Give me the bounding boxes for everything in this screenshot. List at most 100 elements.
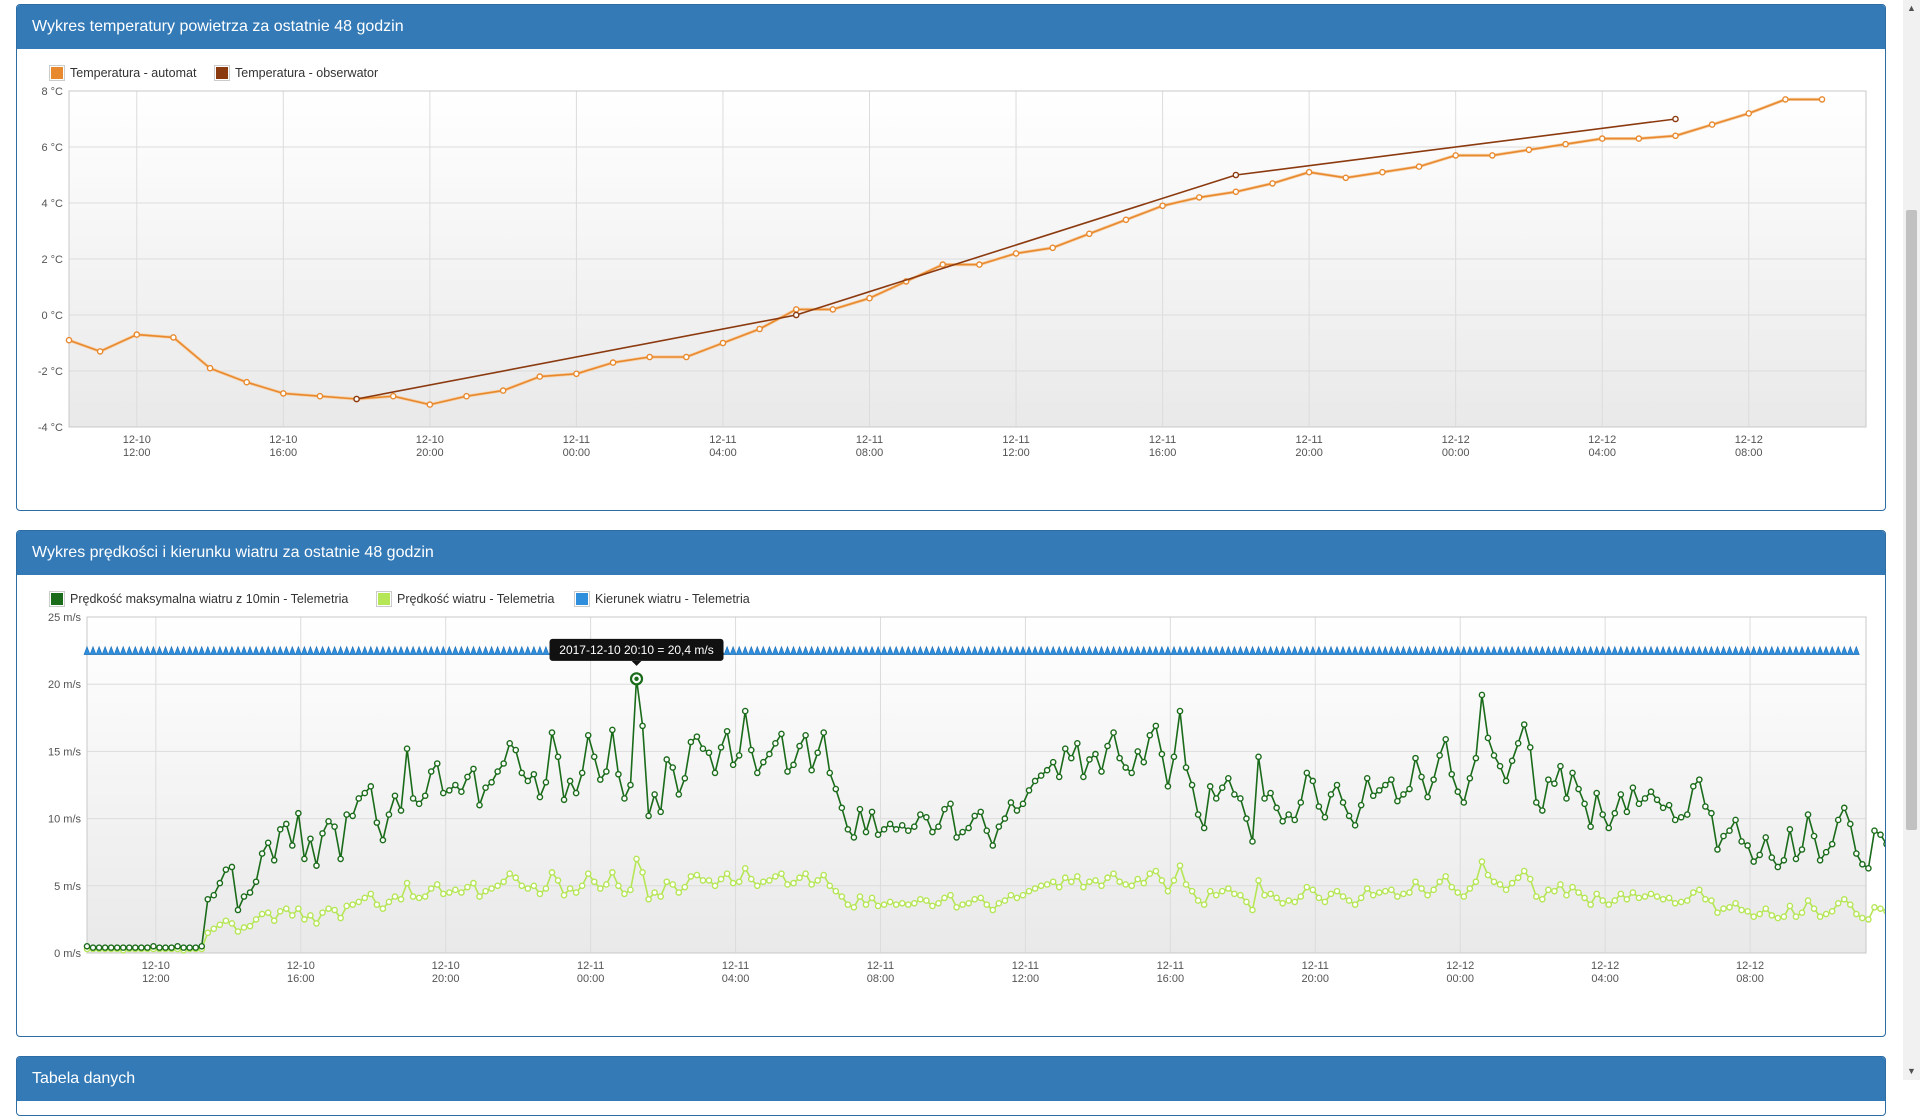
wind-direction-marker	[1321, 645, 1329, 655]
wind-x-tick-date: 12-10	[142, 960, 170, 972]
scrollbar-thumb[interactable]	[1906, 210, 1917, 830]
wind-max-point	[977, 808, 985, 816]
wind-speed-point	[464, 883, 471, 891]
wind-max-point	[729, 761, 737, 769]
wind-speed-point	[379, 905, 387, 912]
wind-direction-marker	[928, 645, 936, 655]
wind-speed-point	[1164, 887, 1172, 895]
wind-max-point	[681, 774, 689, 782]
wind-max-point	[1877, 831, 1884, 839]
wind-direction-marker	[898, 645, 906, 655]
wind-max-point	[307, 835, 314, 843]
wind-direction-marker	[765, 645, 773, 655]
wind-max-point	[584, 731, 592, 739]
wind-direction-marker	[1478, 645, 1486, 655]
wind-direction-marker	[1140, 645, 1148, 655]
wind-speed-point	[1043, 881, 1051, 888]
wind-direction-marker	[820, 645, 828, 655]
wind-max-point	[192, 944, 199, 951]
wind-direction-marker	[463, 645, 471, 655]
wind-direction-marker	[1176, 645, 1184, 655]
wind-max-point	[1726, 827, 1733, 834]
wind-speed-point	[1508, 879, 1516, 887]
wind-max-point	[397, 807, 405, 814]
wind-speed-point	[717, 875, 725, 883]
wind-y-tick-label: 25 m/s	[48, 612, 82, 624]
wind-max-point	[1780, 856, 1788, 864]
wind-speed-point	[1412, 878, 1419, 886]
wind-max-point	[1110, 729, 1117, 736]
legend-item-wind-speed[interactable]: Prędkość wiatru - Telemetria	[376, 591, 554, 607]
temp-automat-point	[1562, 140, 1569, 148]
wind-speed-point	[753, 882, 761, 890]
wind-speed-point	[325, 905, 332, 912]
temp-automat-point	[792, 306, 800, 313]
wind-max-point	[1641, 795, 1649, 802]
wind-max-point	[1804, 811, 1812, 818]
wind-max-point	[1164, 783, 1172, 790]
wind-direction-marker	[451, 645, 459, 655]
wind-max-point	[476, 801, 483, 809]
temp-automat-point	[939, 261, 947, 268]
wind-speed-point	[367, 890, 375, 898]
temp-x-tick-date: 12-12	[1735, 434, 1763, 446]
temperature-panel: Wykres temperatury powietrza za ostatnie…	[16, 4, 1886, 511]
wind-max-point	[929, 828, 936, 836]
wind-max-point	[391, 792, 399, 800]
wind-direction-marker	[1158, 645, 1166, 655]
wind-speed-point	[1689, 889, 1697, 896]
wind-direction-marker	[1701, 645, 1709, 655]
wind-speed-point	[446, 889, 453, 896]
wind-direction-marker	[113, 645, 121, 655]
wind-max-point	[1309, 777, 1317, 785]
wind-speed-point	[1756, 910, 1764, 918]
wind-max-point	[1218, 784, 1226, 791]
wind-max-point	[1176, 707, 1184, 715]
wind-max-point	[470, 765, 477, 773]
wind-direction-marker	[1768, 645, 1776, 655]
legend-item-temp-obserwator[interactable]: Temperatura - obserwator	[214, 65, 378, 81]
wind-speed-point	[210, 925, 218, 933]
wind-direction-marker	[530, 645, 538, 655]
wind-max-point	[983, 827, 991, 834]
wind-max-point	[488, 779, 495, 786]
wind-speed-point	[1327, 890, 1335, 898]
temp-automat-point	[1379, 168, 1386, 176]
wind-speed-point	[319, 909, 326, 916]
wind-speed-point	[1098, 882, 1105, 890]
wind-speed-point	[1339, 893, 1347, 900]
wind-max-point	[1092, 750, 1099, 758]
wind-speed-point	[246, 922, 254, 930]
wind-max-point	[1677, 813, 1685, 821]
wind-max-point	[965, 824, 972, 832]
wind-direction-marker	[1212, 645, 1220, 655]
wind-max-point	[784, 768, 791, 775]
scroll-down-arrow-icon[interactable]: ▼	[1907, 1066, 1916, 1076]
wind-max-point	[621, 795, 628, 802]
wind-speed-point	[1696, 886, 1703, 894]
wind-direction-marker	[1182, 645, 1190, 655]
wind-max-point	[530, 770, 538, 778]
wind-max-point	[1460, 799, 1468, 806]
wind-speed-point	[1798, 909, 1806, 916]
temp-automat-point	[1159, 202, 1166, 210]
wind-speed-point	[1285, 897, 1293, 904]
wind-max-point	[95, 944, 103, 951]
page-scrollbar[interactable]: ▲ ▼	[1903, 0, 1920, 1080]
legend-item-wind-direction[interactable]: Kierunek wiatru - Telemetria	[574, 591, 750, 607]
wind-direction-marker	[1707, 645, 1715, 655]
wind-max-point	[615, 770, 622, 778]
wind-speed-point	[663, 878, 671, 886]
wind-direction-marker	[1073, 645, 1081, 655]
wind-max-point	[506, 740, 514, 747]
scroll-up-arrow-icon[interactable]: ▲	[1907, 3, 1916, 13]
legend-item-temp-automat[interactable]: Temperatura - automat	[49, 65, 196, 81]
wind-speed-point	[1351, 901, 1359, 908]
wind-max-point	[1539, 807, 1546, 814]
wind-speed-point	[1146, 870, 1154, 878]
wind-max-point	[1810, 832, 1818, 840]
wind-speed-point	[1629, 889, 1637, 896]
legend-item-wind-max[interactable]: Prędkość maksymalna wiatru z 10min - Tel…	[49, 591, 348, 607]
wind-x-tick-time: 00:00	[577, 973, 605, 985]
wind-speed-point	[1744, 908, 1751, 915]
